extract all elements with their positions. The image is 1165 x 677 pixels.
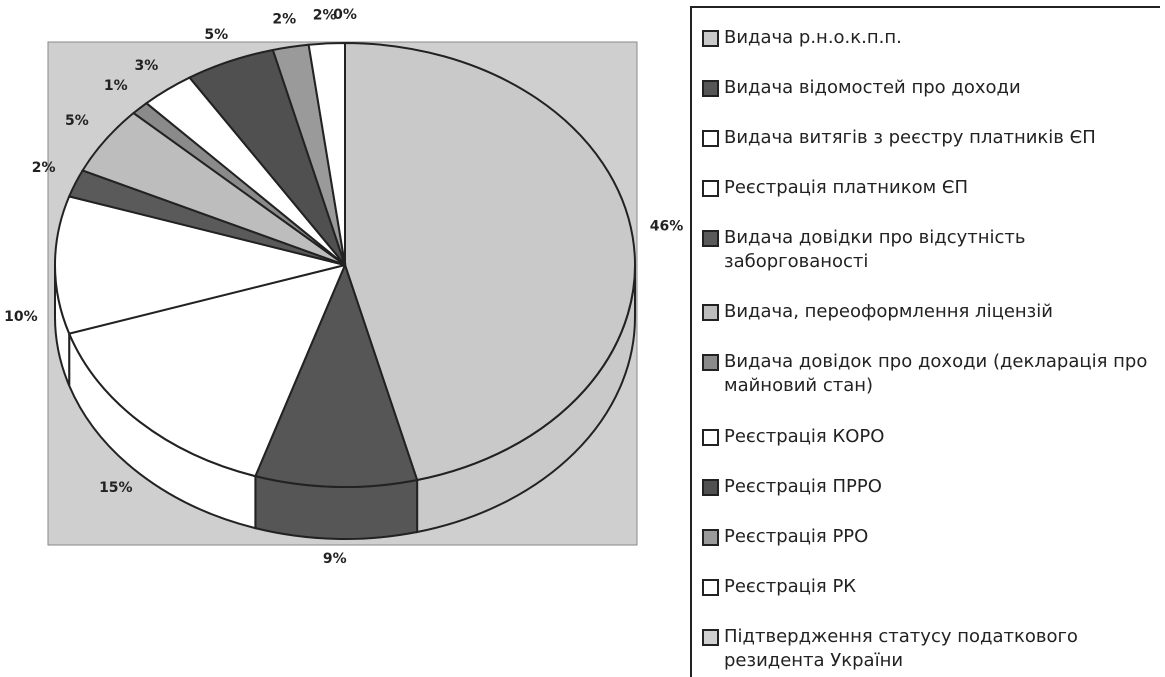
- legend-swatch: [702, 628, 719, 646]
- chart: 46%9%15%10%2%5%1%3%5%2% 2%0%: [4, 7, 684, 567]
- legend-swatch: [702, 354, 719, 372]
- legend-label: Реєстрація ПРРО: [724, 475, 882, 497]
- legend-label: Видача витягів з реєстру платників ЄП: [724, 127, 1096, 149]
- legend-swatch: [702, 30, 719, 47]
- legend-swatch: [702, 230, 719, 248]
- data-label: 5%: [204, 27, 228, 43]
- data-label: 15%: [99, 480, 133, 496]
- legend-label: Видача довідки про відсутність заборгова…: [724, 227, 1026, 273]
- legend-item: Видача довідок про доходи (декларація пр…: [702, 350, 1154, 398]
- legend-item: Підтвердження статусу податкового резиде…: [702, 625, 1154, 673]
- legend-label: Реєстрація РРО: [724, 525, 869, 547]
- legend-label: Реєстрація КОРО: [724, 425, 885, 447]
- legend-item: Видача відомостей про доходи: [702, 76, 1154, 100]
- legend-swatch: [702, 80, 719, 98]
- data-label: 10%: [4, 309, 38, 325]
- legend-label: Підтвердження статусу податкового резиде…: [724, 625, 1078, 671]
- legend-item: Видача довідки про відсутність заборгова…: [702, 226, 1154, 274]
- legend: Видача р.н.о.к.п.п. Видача відомостей про…: [690, 6, 1160, 677]
- pie-slice: [67, 263, 347, 478]
- data-label: 3%: [134, 58, 158, 74]
- data-label: 9%: [323, 551, 347, 567]
- legend-item: Реєстрація КОРО: [702, 425, 1154, 449]
- data-label: 2%: [272, 11, 296, 27]
- data-label: 1%: [104, 78, 128, 94]
- pie-slice: [254, 262, 419, 488]
- data-label: 46%: [650, 219, 684, 235]
- legend-swatch: [702, 528, 719, 546]
- legend-item: Видача витягів з реєстру платників ЄП: [702, 126, 1154, 150]
- legend-swatch: [702, 130, 719, 148]
- legend-swatch: [702, 180, 719, 198]
- legend-item: Реєстрація РК: [702, 575, 1154, 599]
- data-label: 5%: [65, 113, 89, 129]
- legend-item: Видача, переоформлення ліцензій: [702, 300, 1154, 324]
- legend-label: Реєстрація РК: [724, 575, 857, 597]
- data-label: 2%: [32, 160, 56, 176]
- legend-item: Видача р.н.о.к.п.п.: [702, 26, 1154, 50]
- legend-item: Реєстрація ПРРО: [702, 475, 1154, 499]
- pie-slice: [54, 195, 346, 335]
- legend-swatch: [702, 428, 719, 446]
- legend-swatch: [702, 304, 719, 322]
- legend-item: Реєстрація платником ЄП: [702, 176, 1154, 200]
- legend-item: Реєстрація РРО: [702, 525, 1154, 549]
- legend-label: Видача довідок про доходи (декларація пр…: [724, 351, 1148, 397]
- legend-label: Реєстрація платником ЄП: [724, 177, 968, 199]
- data-label: 0%: [333, 7, 357, 23]
- legend-label: Видача, переоформлення ліцензій: [724, 301, 1053, 323]
- legend-label: Видача відомостей про доходи: [724, 77, 1021, 99]
- legend-swatch: [702, 578, 719, 596]
- data-label: 2%: [313, 7, 337, 23]
- legend-label: Видача р.н.о.к.п.п.: [724, 27, 902, 48]
- legend-swatch: [702, 478, 719, 496]
- pie-slice: [344, 41, 636, 482]
